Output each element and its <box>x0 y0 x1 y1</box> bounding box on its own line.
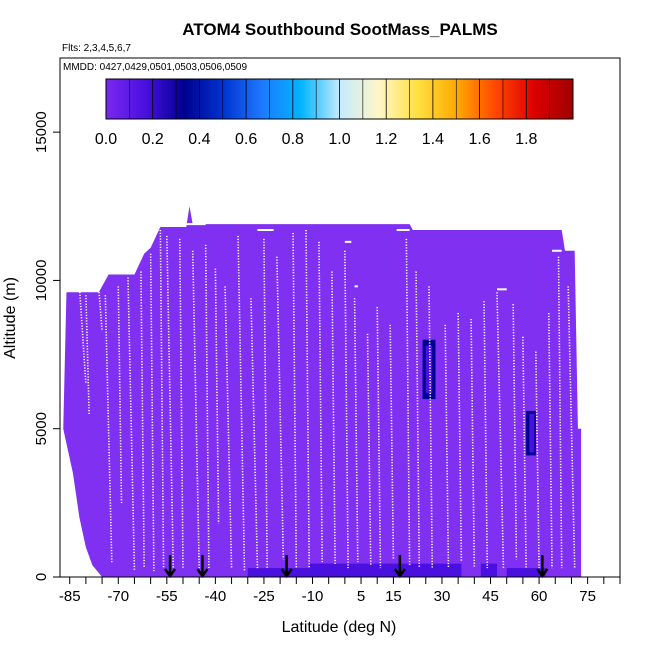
flight-track-profile <box>78 286 87 385</box>
soot-patch <box>506 568 546 577</box>
colorbar-tick-label: 1.8 <box>515 131 537 148</box>
x-tick-label: -40 <box>205 588 227 605</box>
colorbar-tick-label: 1.0 <box>328 131 350 148</box>
flight-track-profile <box>366 333 372 566</box>
flight-track-profile <box>166 235 175 569</box>
soot-patch <box>309 563 462 577</box>
y-tick-label: 15000 <box>33 111 50 153</box>
flight-track-profile <box>405 238 411 566</box>
x-tick-label: 75 <box>579 588 596 605</box>
latitude-arrow <box>196 555 209 579</box>
flight-track-profile <box>224 286 233 569</box>
flight-track-profile <box>496 292 505 569</box>
flight-track-profile <box>276 256 285 560</box>
flight-track-profile <box>428 286 434 569</box>
soot-patch <box>529 413 535 453</box>
arrow-head <box>196 568 209 579</box>
flight-track-profile <box>214 268 220 524</box>
x-tick-label: -25 <box>253 588 275 605</box>
colorbar-tick-label: 0.0 <box>95 131 117 148</box>
x-tick-label: 45 <box>482 588 499 605</box>
y-tick-label: 5000 <box>33 412 50 445</box>
x-tick-label: 15 <box>385 588 402 605</box>
colorbar-tick-label: 1.2 <box>375 131 397 148</box>
y-axis: 0 5000 10000 15000 <box>33 111 60 581</box>
dates-note: MMDD: 0427,0429,0501,0503,0506,0509 <box>63 62 247 73</box>
flight-track-profile <box>127 277 136 572</box>
soot-patch <box>480 563 497 577</box>
colorbar-tick-label: 1.6 <box>468 131 490 148</box>
x-tick-label: -55 <box>156 588 178 605</box>
y-tick-label: 0 <box>33 573 50 581</box>
latitude-arrow <box>536 555 549 579</box>
flight-track-profile <box>567 286 576 569</box>
flight-track-profile <box>547 313 553 569</box>
flight-track-profile <box>140 271 145 569</box>
x-tick-label: -10 <box>302 588 324 605</box>
y-axis-label: Altitude (m) <box>2 277 19 359</box>
soot-patch <box>425 345 433 394</box>
chart-title: ATOM4 Southbound SootMass_PALMS <box>182 20 497 39</box>
flight-track-profile <box>522 336 527 569</box>
colorbar: 0.0 0.2 0.4 0.6 0.8 1.0 1.2 1.4 1.6 1.8 <box>95 78 574 148</box>
colorbar-tick-label: 0.4 <box>188 131 210 148</box>
flight-track-profile <box>512 304 518 560</box>
soot-curtain <box>63 206 582 577</box>
arrow-head <box>280 568 293 579</box>
x-tick-label: -85 <box>59 588 81 605</box>
arrow-head <box>393 568 406 579</box>
flight-track-profile <box>457 313 463 563</box>
latitude-arrow <box>393 555 406 579</box>
plot-frame <box>59 57 621 578</box>
colorbar-tick-label: 0.6 <box>235 131 257 148</box>
flight-track-profile <box>353 298 359 563</box>
flight-track-profile <box>305 230 311 569</box>
flight-track-profile <box>415 271 421 569</box>
flights-note: Flts: 2,3,4,5,6,7 <box>62 43 131 54</box>
x-tick-label: 60 <box>531 588 548 605</box>
latitude-arrow <box>280 555 293 579</box>
plot-content <box>63 206 582 577</box>
flight-track-profile <box>98 289 103 331</box>
colorbar-tick-label: 0.8 <box>282 131 304 148</box>
flight-track-profile <box>85 295 90 414</box>
latitude-arrows <box>164 555 549 579</box>
arrow-head <box>164 568 177 579</box>
x-axis-label: Latitude (deg N) <box>282 619 397 636</box>
x-tick-label: -70 <box>107 588 129 605</box>
x-tick-label: 5 <box>357 588 365 605</box>
x-axis: -85 -70 -55 -40 -25 -10 5 15 30 45 60 75 <box>59 577 621 605</box>
latitude-arrow <box>164 555 177 579</box>
flight-track-profile <box>331 271 336 566</box>
flight-track-profile <box>470 318 476 569</box>
flight-track-profile <box>159 230 165 569</box>
y-tick-label: 10000 <box>33 260 50 302</box>
x-tick-label: 30 <box>434 588 451 605</box>
colorbar-tick-label: 1.4 <box>422 131 444 148</box>
flight-track-profile <box>204 244 210 569</box>
flight-track-profile <box>444 324 450 569</box>
colorbar-tick-label: 0.2 <box>142 131 164 148</box>
arrow-head <box>536 568 549 579</box>
flight-track-profile <box>250 298 259 569</box>
flight-track-profile <box>318 241 323 563</box>
